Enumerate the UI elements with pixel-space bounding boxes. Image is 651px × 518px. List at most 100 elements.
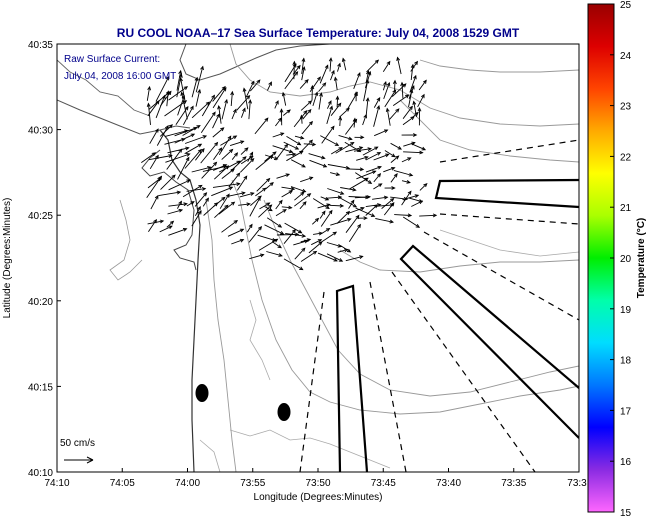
current-vector: [394, 213, 413, 218]
current-vector: [195, 147, 205, 161]
current-vector: [330, 147, 343, 155]
current-vector: [155, 75, 170, 102]
x-axis-label: Longitude (Degrees:Minutes): [254, 492, 383, 503]
current-vector: [319, 210, 326, 219]
current-vector: [159, 225, 173, 233]
current-vector: [176, 69, 183, 91]
current-vector: [412, 100, 417, 117]
colorbar-label: Temperature (°C): [636, 218, 647, 299]
current-vector: [310, 84, 315, 101]
current-vector: [283, 109, 291, 116]
current-vector: [318, 82, 327, 92]
current-vector: [373, 172, 382, 183]
current-vector: [184, 135, 208, 144]
y-tick-label: 40:30: [28, 126, 53, 137]
current-vector: [281, 205, 293, 210]
x-tick-label: 73:55: [240, 478, 265, 489]
current-vector: [392, 94, 410, 106]
colorbar-tick-label: 24: [620, 51, 632, 62]
current-vector: [300, 250, 318, 262]
current-vector: [239, 192, 255, 198]
current-vector: [156, 125, 169, 146]
colorbar-ticks: 25 24 23 22 21 20 19 18 17 16 15: [610, 0, 632, 518]
x-tick-label: 73:3: [567, 478, 587, 489]
current-vector: [242, 87, 249, 110]
current-vector: [337, 196, 358, 208]
current-vector: [345, 255, 364, 262]
current-vector: [302, 108, 312, 120]
current-vector: [286, 150, 304, 162]
x-tick-label: 73:45: [371, 478, 396, 489]
current-vector: [383, 201, 395, 216]
current-vector: [246, 223, 253, 233]
current-vector: [200, 111, 216, 133]
current-vector: [326, 100, 332, 109]
current-vector: [301, 120, 313, 135]
colorbar-tick-label: 25: [620, 0, 632, 11]
current-vector: [344, 141, 362, 153]
y-tick-label: 40:25: [28, 211, 53, 222]
current-vector: [155, 94, 166, 119]
chart-title: RU COOL NOAA–17 Sea Surface Temperature:…: [117, 26, 520, 40]
coastline-bay-2: [57, 59, 151, 117]
current-vector: [410, 60, 418, 72]
current-vector: [191, 210, 202, 227]
current-vector: [230, 90, 235, 107]
current-vector: [230, 156, 247, 172]
current-vector: [149, 128, 159, 144]
current-vector: [255, 187, 267, 197]
current-vector: [177, 156, 190, 180]
bathy-contour-8: [229, 429, 391, 469]
current-vector: [245, 80, 255, 98]
current-vector: [294, 247, 306, 260]
current-vector: [312, 91, 319, 107]
current-vector: [309, 76, 321, 93]
current-vector: [303, 142, 317, 147]
current-vector: [191, 76, 199, 98]
current-vector: [275, 209, 287, 217]
current-vector: [191, 166, 212, 173]
current-vector: [180, 91, 188, 120]
current-vector: [281, 186, 296, 191]
current-vector: [335, 141, 355, 154]
current-vector: [317, 203, 331, 209]
current-vector: [375, 218, 394, 224]
current-vector: [345, 214, 360, 233]
current-vector: [221, 148, 234, 160]
current-vector: [228, 172, 241, 188]
current-vector: [221, 168, 235, 179]
current-vector: [229, 140, 245, 147]
current-vector: [275, 199, 283, 210]
current-vector: [284, 222, 303, 234]
coastline-sandy-hook: [179, 44, 331, 81]
current-vector: [285, 232, 307, 238]
current-vector: [356, 155, 369, 161]
current-vector: [240, 147, 249, 155]
current-vector: [408, 88, 414, 108]
colorbar-tick-label: 17: [620, 406, 632, 417]
current-vector: [401, 180, 411, 184]
current-vector: [336, 210, 351, 224]
current-vector: [247, 151, 254, 162]
current-vector: [346, 167, 365, 172]
current-vector: [275, 143, 289, 161]
current-vector: [411, 200, 424, 207]
current-vector: [340, 187, 357, 192]
current-vector: [286, 136, 302, 146]
current-vector: [166, 220, 175, 228]
current-vector: [317, 252, 338, 262]
current-vector: [264, 224, 285, 235]
current-vector: [195, 65, 204, 93]
current-vector: [274, 100, 279, 109]
colorbar-tick-label: 18: [620, 356, 632, 367]
current-vector: [300, 176, 314, 183]
x-tick-label: 74:10: [44, 478, 69, 489]
current-vector: [338, 134, 353, 141]
current-vector: [401, 133, 418, 137]
x-tick-label: 74:00: [175, 478, 200, 489]
bathy-contour-9: [199, 439, 221, 472]
current-vector: [365, 204, 378, 216]
current-vector: [294, 135, 305, 140]
current-vector: [381, 197, 395, 209]
current-vector: [195, 88, 202, 107]
